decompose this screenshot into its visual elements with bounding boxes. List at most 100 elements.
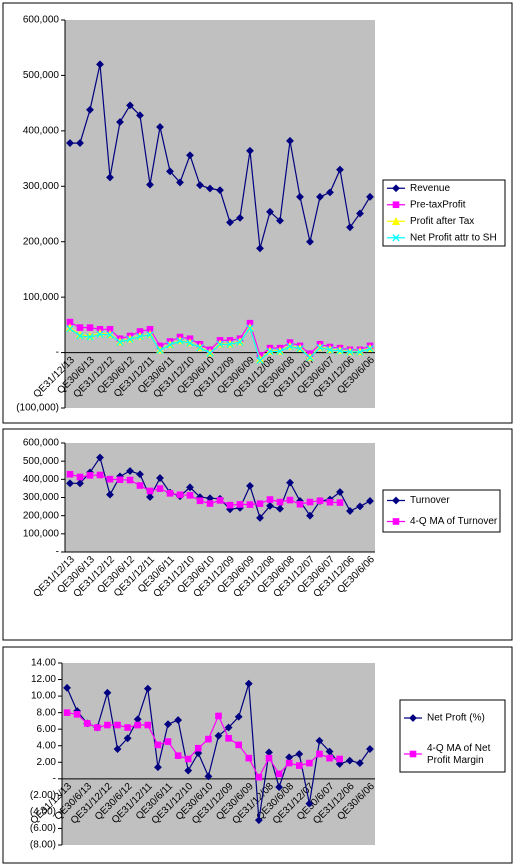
point <box>196 181 204 190</box>
point <box>146 493 154 501</box>
point <box>96 330 104 338</box>
point <box>286 342 294 351</box>
y-tick-label: - <box>53 773 56 784</box>
point <box>156 346 164 355</box>
point <box>174 752 182 759</box>
point <box>306 237 314 246</box>
y-tick-label: (4.00) <box>30 807 56 818</box>
y-tick-label: 500,000 <box>23 456 60 467</box>
point <box>392 201 400 209</box>
point <box>214 731 223 740</box>
point <box>116 476 124 483</box>
point <box>146 180 154 189</box>
point <box>136 332 144 341</box>
point <box>244 679 253 688</box>
point <box>335 760 344 768</box>
legend-box <box>382 489 501 533</box>
point <box>235 741 242 749</box>
point <box>196 497 204 505</box>
point <box>66 479 74 488</box>
point <box>246 481 254 490</box>
y-tick-label: (8.00) <box>30 840 56 851</box>
point <box>204 772 213 781</box>
point <box>325 747 334 756</box>
point <box>116 338 124 346</box>
point <box>76 332 84 340</box>
point <box>265 754 273 762</box>
point <box>276 216 284 225</box>
point <box>176 178 184 187</box>
point <box>316 750 323 758</box>
point <box>146 487 154 495</box>
point <box>275 783 283 791</box>
point <box>296 192 304 201</box>
point <box>276 504 284 513</box>
point <box>285 759 293 767</box>
point <box>114 721 121 729</box>
point <box>286 496 294 504</box>
point <box>236 501 244 508</box>
point <box>286 136 294 145</box>
y-tick-label: 300,000 <box>23 181 60 192</box>
point <box>126 467 134 475</box>
point <box>266 501 274 510</box>
y-tick-label: - <box>56 547 59 558</box>
point <box>146 331 154 339</box>
point <box>306 511 314 520</box>
point <box>236 338 244 346</box>
point <box>176 337 184 345</box>
point <box>166 167 174 176</box>
point <box>194 749 203 758</box>
legend-box <box>382 179 506 247</box>
point <box>226 340 234 348</box>
point <box>126 335 134 343</box>
point <box>245 754 253 762</box>
point <box>224 723 233 732</box>
point <box>316 192 324 201</box>
y-tick-label: 600,000 <box>23 438 60 449</box>
y-tick-label: 14.00 <box>31 658 56 669</box>
point <box>76 139 84 147</box>
point <box>116 118 124 126</box>
point <box>306 353 314 362</box>
point <box>184 755 192 763</box>
legend-label: Revenue <box>410 183 450 194</box>
y-tick-label: 200,000 <box>23 510 60 521</box>
point <box>86 324 94 331</box>
point <box>392 234 400 242</box>
point <box>315 736 324 745</box>
y-tick-label: 100,000 <box>23 528 60 539</box>
point <box>236 213 244 222</box>
point <box>295 762 303 769</box>
point <box>256 244 264 253</box>
point <box>206 184 214 193</box>
point <box>316 343 324 352</box>
point <box>106 490 114 499</box>
point <box>136 470 144 479</box>
point <box>136 482 144 489</box>
point <box>392 496 400 505</box>
point <box>216 340 224 348</box>
point <box>96 453 104 462</box>
point <box>366 345 374 353</box>
point <box>366 745 374 753</box>
point <box>166 490 174 497</box>
point <box>106 331 114 339</box>
point <box>103 688 112 697</box>
series-line <box>66 712 340 779</box>
y-tick-label: 300,000 <box>23 492 60 503</box>
point <box>356 502 364 511</box>
point <box>186 151 194 160</box>
point <box>206 349 214 357</box>
y-tick-label: 10.00 <box>31 691 56 702</box>
legend-label: Net Proft (%) <box>427 713 485 724</box>
point <box>156 123 164 131</box>
y-tick-label: (2.00) <box>30 790 56 801</box>
point <box>296 500 304 508</box>
point <box>366 497 374 505</box>
point <box>266 207 274 216</box>
y-tick-label: 500,000 <box>23 70 60 81</box>
point <box>195 744 202 752</box>
point <box>316 497 324 505</box>
